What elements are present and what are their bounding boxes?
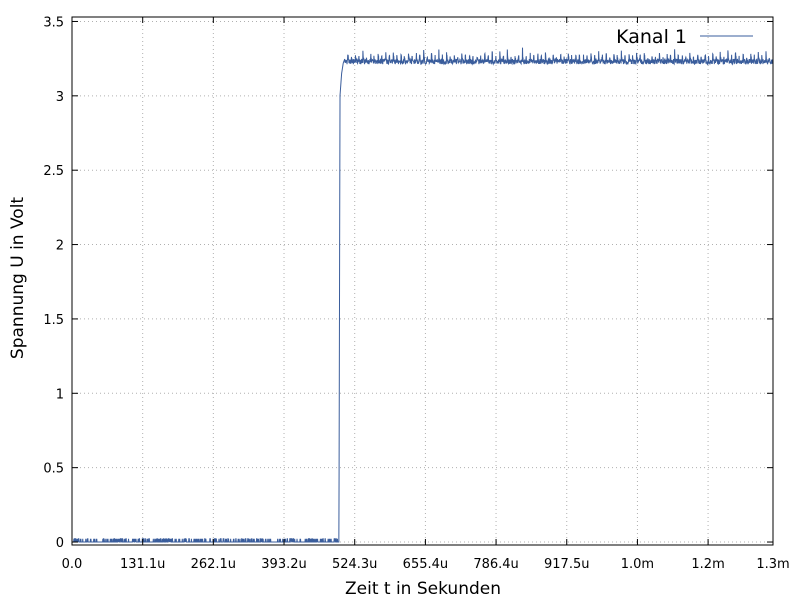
x-tick-label: 917.5u [544, 557, 589, 572]
y-tick-label: 0 [56, 536, 64, 551]
axis-ticks [71, 17, 774, 545]
x-tick-label: 1.2m [691, 557, 724, 572]
y-tick-label: 1.5 [43, 313, 64, 328]
y-tick-label: 2 [56, 239, 64, 254]
x-tick-label: 262.1u [191, 557, 236, 572]
legend: Kanal 1 [616, 26, 753, 48]
x-tick-label: 0.0 [62, 557, 83, 572]
y-tick-label: 1 [56, 387, 64, 402]
legend-label: Kanal 1 [616, 26, 687, 48]
y-tick-label: 3 [56, 90, 64, 105]
x-tick-label: 393.2u [261, 557, 306, 572]
tick-labels: 0.0 131.1u 262.1u 393.2u 524.3u 655.4u 786.4u 9… [43, 15, 789, 572]
x-tick-label: 131.1u [120, 557, 165, 572]
y-tick-label: 3.5 [43, 15, 64, 30]
y-axis-label: Spannung U in Volt [8, 197, 28, 359]
y-tick-label: 2.5 [43, 164, 64, 179]
plot-frame [71, 16, 774, 546]
grid-lines [72, 17, 773, 545]
x-tick-label: 786.4u [473, 557, 518, 572]
data-layer [72, 47, 774, 543]
x-tick-label: 524.3u [332, 557, 377, 572]
x-tick-label: 1.0m [621, 557, 654, 572]
y-tick-label: 0.5 [43, 462, 64, 477]
series-line-kanal-1 [72, 47, 774, 543]
x-axis-label: Zeit t in Sekunden [345, 579, 501, 599]
x-tick-label: 1.3m [756, 557, 789, 572]
x-tick-label: 655.4u [403, 557, 448, 572]
